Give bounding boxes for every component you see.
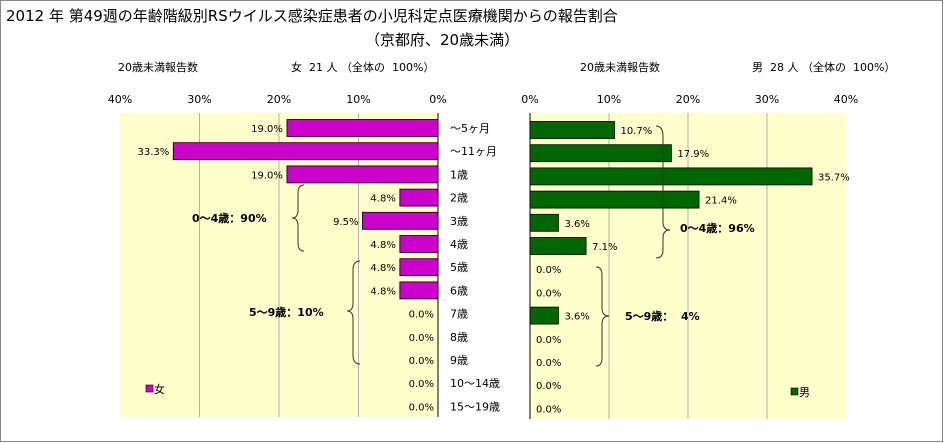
male-data-label: 3.6% [564, 219, 589, 230]
female-bar [399, 258, 439, 277]
female-data-label: 4.8% [370, 263, 395, 274]
female-brace-5-9 [346, 260, 361, 365]
female-bar [362, 211, 439, 230]
male-data-label: 0.0% [536, 404, 561, 415]
female-data-label: 4.8% [370, 286, 395, 297]
male-bar [529, 167, 813, 186]
category-label: 4歳 [450, 238, 468, 251]
category-label: 6歳 [450, 284, 468, 297]
male-data-label: 35.7% [818, 172, 850, 183]
male-annotation-5-9: 5～9歳： 4% [625, 309, 700, 323]
category-label: 15～19歳 [450, 400, 500, 413]
male-data-label: 0.0% [536, 335, 561, 346]
male-data-label: 17.9% [677, 149, 709, 160]
male-x-tick-label: 20% [676, 93, 700, 106]
male-bar [529, 237, 587, 255]
female-brace-0-4 [291, 184, 305, 252]
category-label: 7歳 [450, 308, 468, 321]
category-label: ～5ヶ月 [450, 122, 490, 135]
male-header-label: 20歳未満報告数 [580, 61, 660, 74]
male-header-summary: 男 28 人 （全体の 100%） [752, 60, 895, 74]
category-label: 10～14歳 [450, 377, 500, 390]
female-bar [399, 281, 439, 300]
female-annotation-0-4: 0～4歳：90% [192, 211, 267, 225]
male-x-tick-label: 10% [597, 93, 621, 106]
female-data-label: 0.0% [409, 310, 434, 321]
male-bar [529, 306, 559, 325]
male-annotation-0-4: 0～4歳：96% [680, 221, 755, 235]
female-x-tick-label: 30% [187, 93, 211, 106]
chart-subtitle: （京都府、20歳未満） [365, 31, 519, 49]
chart-title: 2012 年 第49週の年齢階級別RSウイルス感染症患者の小児科定点医療機関から… [6, 7, 618, 25]
category-label: ～11ヶ月 [450, 145, 497, 158]
female-x-tick-label: 10% [346, 93, 370, 106]
female-data-label: 0.0% [409, 356, 434, 367]
female-header-label: 20歳未満報告数 [118, 61, 198, 74]
male-legend-label: 男 [799, 386, 810, 399]
male-legend-swatch [790, 387, 799, 396]
category-label: 2歳 [450, 192, 468, 205]
female-x-tick-label: 40% [108, 93, 132, 106]
male-bar [529, 190, 700, 209]
female-x-tick-label: 20% [267, 93, 291, 106]
female-data-label: 19.0% [251, 170, 283, 181]
female-x-tick-label: 0% [429, 93, 446, 106]
male-x-tick-label: 0% [521, 93, 538, 106]
category-label: 9歳 [450, 354, 468, 367]
female-data-label: 19.0% [251, 124, 283, 135]
male-data-label: 21.4% [705, 196, 737, 207]
female-annotation-5-9: 5～9歳：10% [249, 305, 324, 319]
male-bar [529, 213, 559, 232]
female-bar [286, 165, 439, 184]
male-brace-0-4 [655, 125, 671, 259]
female-bar [172, 142, 439, 161]
male-bar [529, 121, 615, 139]
female-bar [399, 235, 439, 253]
female-data-label: 0.0% [409, 402, 434, 413]
female-data-label: 4.8% [370, 240, 395, 251]
female-bar [286, 119, 439, 137]
male-x-tick-label: 30% [755, 93, 779, 106]
female-bar [399, 188, 439, 207]
category-label: 5歳 [450, 261, 468, 274]
male-data-label: 0.0% [536, 358, 561, 369]
female-header-summary: 女 21 人 （全体の 100%） [291, 60, 434, 74]
female-data-label: 0.0% [409, 379, 434, 390]
male-x-tick-label: 40% [834, 93, 858, 106]
category-label: 8歳 [450, 331, 468, 344]
male-data-label: 0.0% [536, 381, 561, 392]
female-data-label: 33.3% [137, 147, 169, 158]
female-legend-swatch [145, 384, 154, 393]
male-data-label: 0.0% [536, 265, 561, 276]
female-data-label: 0.0% [409, 333, 434, 344]
female-data-label: 9.5% [333, 217, 358, 228]
category-label: 3歳 [450, 215, 468, 228]
category-label: 1歳 [450, 168, 468, 181]
male-data-label: 0.0% [536, 288, 561, 299]
male-bar [529, 144, 672, 163]
female-data-label: 4.8% [370, 194, 395, 205]
male-data-label: 7.1% [592, 242, 617, 253]
female-legend-label: 女 [154, 382, 165, 396]
male-data-label: 10.7% [621, 126, 653, 137]
male-data-label: 3.6% [564, 312, 589, 323]
male-brace-5-9 [595, 266, 610, 367]
